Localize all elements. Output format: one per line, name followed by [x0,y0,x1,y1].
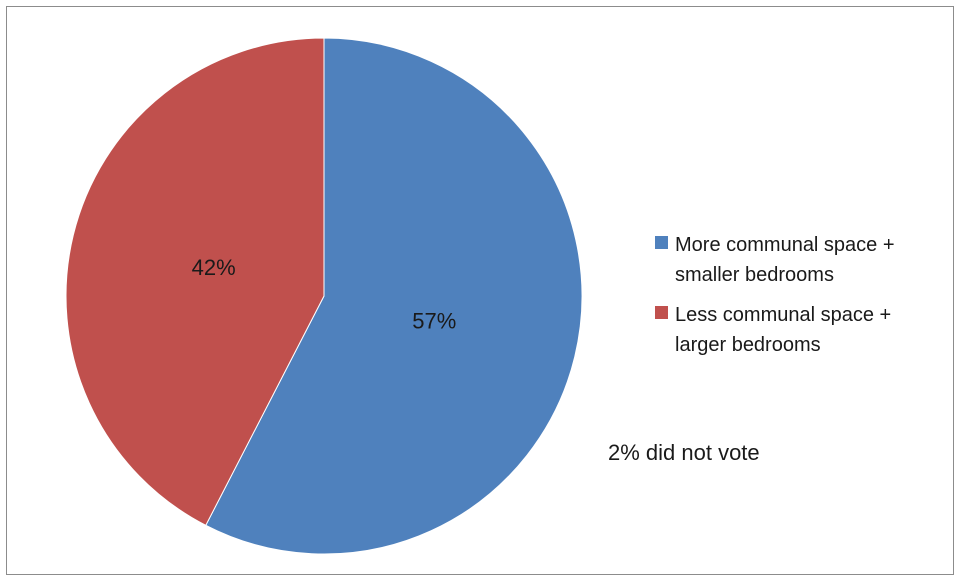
pie-slice-1 [65,37,325,526]
legend-item-more-communal: More communal space + smaller bedrooms [655,230,945,290]
did-not-vote-note: 2% did not vote [608,440,760,465]
legend-label-more-communal: More communal space + smaller bedrooms [675,234,895,286]
slice-label-0: 57% [412,309,456,334]
slice-labels: 57% 42% [192,255,457,334]
pie-slice-0 [205,37,583,555]
pie-slices [65,37,583,555]
slice-label-1: 42% [192,255,236,280]
legend-swatch-red [655,306,668,319]
legend-item-less-communal: Less communal space + larger bedrooms [655,300,945,360]
chart-legend: More communal space + smaller bedrooms L… [655,230,945,370]
legend-label-less-communal: Less communal space + larger bedrooms [675,304,892,356]
legend-swatch-blue [655,236,668,249]
